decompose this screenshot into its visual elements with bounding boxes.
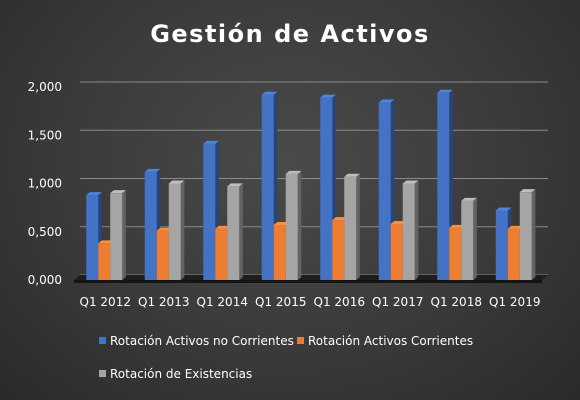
- bar-top: [449, 224, 465, 228]
- y-tick-label: 1,000: [28, 177, 62, 191]
- bar-side: [531, 189, 536, 280]
- bar-top: [98, 240, 114, 244]
- bar: [110, 190, 126, 280]
- bar: [168, 180, 185, 280]
- x-axis-categories: Q1 2012 Q1 2013 Q1 2014 Q1 2015 Q1 2016 Q1 20…: [80, 295, 541, 309]
- x-tick-label: Q1 2017: [372, 295, 423, 309]
- bar-front: [378, 102, 391, 280]
- legend-label: Rotación Activos no Corrientes: [110, 334, 294, 348]
- bar: [344, 173, 360, 280]
- bar-top: [461, 197, 477, 201]
- bar-side: [180, 180, 185, 280]
- bar: [227, 183, 243, 280]
- x-tick-label: Q1 2018: [431, 295, 482, 309]
- y-tick-label: 0,500: [28, 225, 62, 239]
- bar-top: [519, 189, 536, 193]
- x-tick-label: Q1 2019: [489, 295, 540, 309]
- bar-front: [320, 97, 333, 281]
- x-tick-label: Q1 2013: [138, 295, 189, 309]
- y-tick-label: 2,000: [28, 80, 62, 94]
- bar: [461, 197, 477, 280]
- bar-top: [215, 225, 231, 229]
- legend-swatch: [99, 370, 106, 377]
- bar-front: [461, 200, 474, 280]
- y-tick-label: 0,000: [28, 273, 62, 287]
- bar-top: [261, 91, 278, 95]
- legend-item: Rotación Activos Corrientes: [297, 334, 473, 348]
- legend-label: Rotación de Existencias: [110, 367, 252, 381]
- bar-top: [320, 94, 336, 98]
- bar: [519, 189, 536, 280]
- bar-front: [449, 227, 462, 280]
- bar-top: [344, 173, 360, 177]
- bar-front: [110, 193, 123, 280]
- y-axis-ticks: 0,000 0,500 1,000 1,500 2,000: [28, 80, 62, 287]
- bar-top: [273, 221, 290, 225]
- bar-front: [227, 186, 240, 280]
- bar-side: [122, 190, 126, 280]
- bar-front: [203, 143, 216, 280]
- bar-front: [261, 94, 274, 280]
- bar-top: [168, 180, 185, 184]
- bar-side: [297, 170, 302, 280]
- chart-title: Gestión de Activos: [150, 20, 430, 48]
- x-tick-label: Q1 2015: [255, 295, 306, 309]
- bar-top: [203, 140, 219, 144]
- legend: Rotación Activos no Corrientes Rotación A…: [99, 334, 473, 381]
- legend-swatch: [99, 337, 106, 344]
- legend-swatch: [297, 337, 304, 344]
- bar-front: [390, 224, 403, 280]
- x-tick-label: Q1 2016: [314, 295, 365, 309]
- bar-front: [344, 176, 357, 280]
- bar-front: [507, 228, 520, 280]
- bar-front: [98, 243, 111, 280]
- bar-top: [402, 180, 419, 184]
- legend-label: Rotación Activos Corrientes: [308, 334, 473, 348]
- bar-front: [285, 173, 298, 280]
- bar-side: [239, 183, 243, 280]
- bar-front: [402, 183, 415, 280]
- bar: [285, 170, 302, 280]
- bar-top: [227, 183, 243, 187]
- y-tick-label: 1,500: [28, 128, 62, 142]
- bar-front: [519, 192, 532, 280]
- bar-front: [273, 224, 286, 280]
- bar-top: [285, 170, 302, 174]
- bar-front: [215, 228, 228, 280]
- bar-side: [356, 173, 360, 280]
- bar-side: [473, 197, 477, 280]
- floor-top: [74, 275, 548, 280]
- bar-top: [390, 221, 407, 225]
- bar-front: [144, 171, 157, 280]
- bar-front: [495, 210, 508, 280]
- bar-front: [437, 92, 450, 280]
- bar-front: [168, 183, 181, 280]
- bar-top: [156, 227, 173, 231]
- bars: [86, 89, 536, 281]
- bar-top: [110, 190, 126, 194]
- bar-front: [156, 230, 169, 280]
- bar-top: [507, 225, 524, 229]
- legend-item: Rotación de Existencias: [99, 367, 252, 381]
- x-tick-label: Q1 2012: [80, 295, 131, 309]
- bar-top: [144, 168, 161, 172]
- bar-top: [495, 207, 512, 211]
- bar-top: [437, 89, 453, 93]
- bar-side: [414, 180, 419, 280]
- x-tick-label: Q1 2014: [197, 295, 248, 309]
- bar: [402, 180, 419, 280]
- legend-item: Rotación Activos no Corrientes: [99, 334, 294, 348]
- floor-edge: [74, 280, 542, 283]
- bar-front: [86, 195, 99, 280]
- bar-top: [332, 217, 348, 221]
- chart-floor: [74, 275, 548, 283]
- bar-top: [86, 192, 102, 196]
- bar-front: [332, 220, 345, 280]
- bar-top: [378, 99, 395, 103]
